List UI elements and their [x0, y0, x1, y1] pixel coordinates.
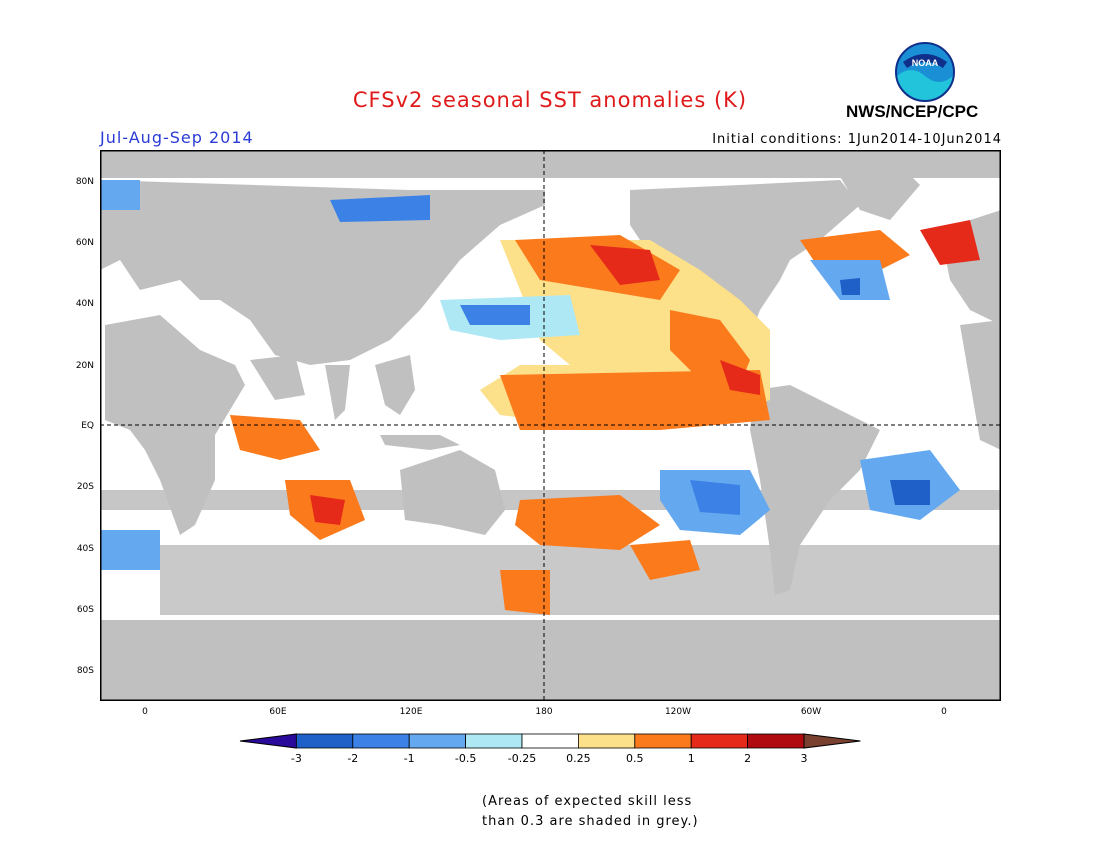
lat-label: 40N [76, 299, 94, 309]
lon-label: 0 [142, 707, 148, 717]
colorbar-segment [690, 733, 749, 749]
lat-label: 60N [76, 238, 94, 248]
footnote: (Areas of expected skill less than 0.3 a… [482, 792, 742, 832]
colorbar-segment [747, 733, 805, 749]
warm-anomalies [230, 220, 980, 615]
colorbar-tick-label: -3 [291, 752, 302, 765]
lon-label: 0 [941, 707, 947, 717]
colorbar-tick-label: 0.25 [566, 752, 591, 765]
colorbar-segment [577, 733, 636, 749]
lon-label: 120W [665, 707, 691, 717]
lat-label: 80N [76, 177, 94, 187]
lat-label: 20S [77, 482, 94, 492]
lon-axis: 0 60E 120E 180 120W 60W 0 [142, 707, 947, 717]
colorbar-segment [465, 733, 523, 749]
lat-label: 20N [76, 361, 94, 371]
agency-label: NWS/NCEP/CPC [846, 102, 979, 121]
colorbar-tick-label: -0.5 [455, 752, 476, 765]
colorbar-tick-label: 0.5 [626, 752, 644, 765]
noaa-logo-text: NOAA [912, 58, 939, 68]
land-and-low-skill [100, 150, 1001, 701]
lat-label: 60S [77, 605, 94, 615]
colorbar-segment [296, 733, 354, 749]
lon-label: 120E [400, 707, 423, 717]
colorbar-tick-label: 2 [744, 752, 751, 765]
footnote-line-1: (Areas of expected skill less [482, 794, 693, 809]
initial-conditions-label: Initial conditions: 1Jun2014-10Jun2014 [712, 132, 1002, 147]
map-title: CFSv2 seasonal SST anomalies (K) [352, 88, 748, 112]
colorbar-tick-label: -1 [404, 752, 415, 765]
season-label: Jul-Aug-Sep 2014 [100, 128, 254, 147]
footnote-line-2: than 0.3 are shaded in grey.) [482, 814, 699, 829]
lat-label: 40S [77, 544, 94, 554]
lon-label: 180 [535, 707, 552, 717]
lat-axis: 80N 60N 40N 20N EQ 20S 40S 60S 80S [76, 177, 94, 676]
colorbar-segment [521, 733, 579, 749]
colorbar-segment [352, 733, 410, 749]
colorbar-min-arrow [239, 733, 297, 749]
noaa-logo: NOAA [895, 42, 955, 102]
colorbar-segment [634, 733, 692, 749]
colorbar-tick-label: 3 [801, 752, 808, 765]
colorbar-segment [408, 733, 466, 749]
cool-anomalies [100, 180, 960, 570]
sst-anomaly-map [99, 149, 1002, 705]
lon-label: 60E [269, 707, 286, 717]
lat-label: EQ [81, 421, 94, 431]
colorbar-tick-label: 1 [688, 752, 695, 765]
colorbar: -3 -2 -1 -0.5 -0.25 0.25 0.5 1 2 3 [239, 733, 861, 765]
colorbar-max-arrow [803, 733, 861, 749]
colorbar-tick-label: -0.25 [508, 752, 536, 765]
map-frame [99, 149, 1002, 702]
lat-label: 80S [77, 666, 94, 676]
colorbar-tick-label: -2 [347, 752, 358, 765]
lon-label: 60W [801, 707, 821, 717]
